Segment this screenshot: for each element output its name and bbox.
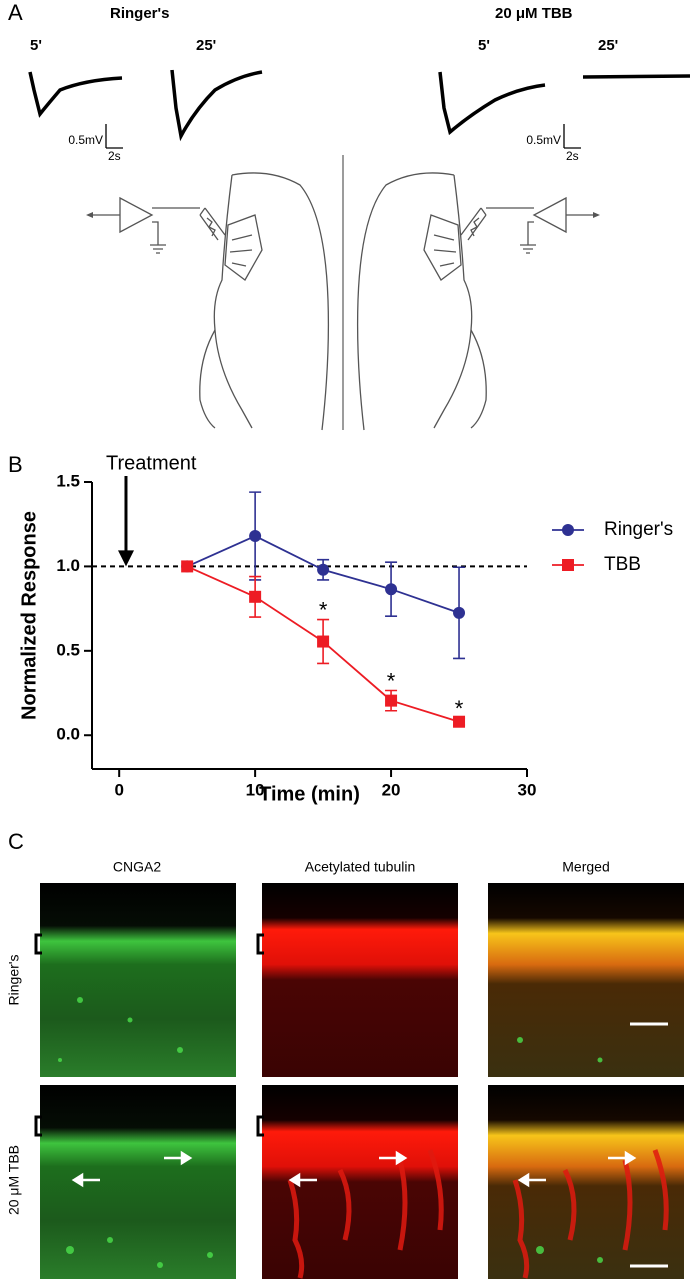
- x-tick-label: 20: [382, 780, 401, 799]
- scale-bar: [105, 124, 581, 149]
- data-point: [385, 694, 398, 707]
- legend-label: TBB: [604, 554, 641, 575]
- condition-title: 20 μM TBB: [495, 5, 573, 22]
- column-header: CNGA2: [113, 859, 161, 875]
- x-tick-label: 0: [114, 780, 123, 799]
- data-point: [249, 530, 262, 543]
- panel-label: A: [8, 0, 23, 25]
- column-header: Merged: [562, 859, 609, 875]
- column-header: Acetylated tubulin: [305, 859, 416, 875]
- arrow-head: [117, 550, 134, 567]
- significance: *: [319, 597, 328, 622]
- data-point: [181, 560, 194, 573]
- scale-label: 0.5mV: [68, 133, 103, 147]
- y-tick-label: 0.5: [56, 640, 80, 659]
- trace-label: 25': [598, 37, 618, 54]
- legend-marker: [562, 524, 574, 536]
- data-point: [317, 635, 330, 648]
- significance: *: [387, 668, 396, 693]
- y-tick-label: 1.5: [56, 471, 80, 490]
- micrographs: [34, 883, 684, 1279]
- y-axis-label: Normalized Response: [18, 511, 40, 720]
- trace-label: 25': [196, 37, 216, 54]
- trace-label: 5': [478, 37, 490, 54]
- scale-label: 0.5mV: [526, 133, 561, 147]
- y-tick-label: 1.0: [56, 556, 80, 575]
- scale-label: 2s: [108, 149, 121, 163]
- row-label: 20 μM TBB: [6, 1145, 22, 1215]
- legend-label: Ringer's: [604, 519, 673, 540]
- scale-label: 2s: [566, 149, 579, 163]
- significance: *: [455, 696, 464, 721]
- legend-marker: [562, 559, 574, 571]
- x-tick-label: 10: [246, 780, 265, 799]
- panel-label: B: [8, 452, 23, 477]
- data-point: [453, 715, 466, 728]
- x-axis-label: Time (min): [259, 783, 360, 805]
- panel-label: C: [8, 829, 24, 854]
- condition-title: Ringer's: [110, 5, 169, 22]
- row-label: Ringer's: [6, 955, 22, 1006]
- y-tick-label: 0.0: [56, 725, 80, 744]
- trace-label: 5': [30, 37, 42, 54]
- data-point: [249, 590, 262, 603]
- x-tick-label: 30: [518, 780, 537, 799]
- data-point: [317, 563, 330, 576]
- data-point: [385, 583, 398, 596]
- chart: 0.0 0.5 1.0 1.5 0 10 20 30 Time (min) Normalized …: [18, 452, 673, 805]
- data-point: [453, 606, 466, 619]
- traces: [28, 69, 691, 142]
- annotation: Treatment: [106, 452, 197, 474]
- head-diagram: [86, 172, 600, 431]
